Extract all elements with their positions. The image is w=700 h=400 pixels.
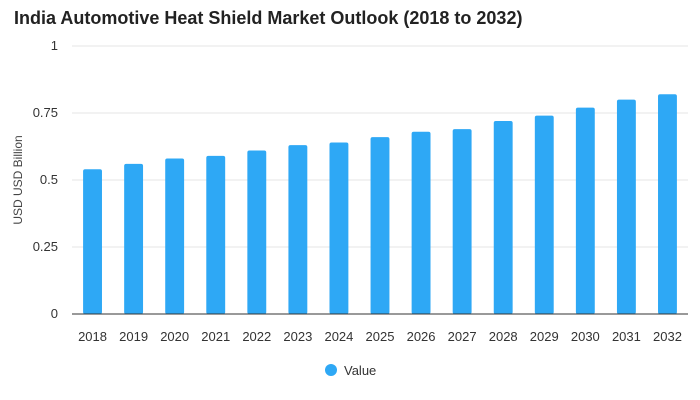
- bar[interactable]: [329, 142, 349, 314]
- y-tick-label: 0.5: [40, 172, 58, 187]
- x-tick-label: 2018: [78, 329, 107, 344]
- x-tick-label: 2022: [242, 329, 271, 344]
- bar[interactable]: [658, 94, 677, 315]
- bar[interactable]: [206, 155, 226, 314]
- bar[interactable]: [575, 107, 595, 314]
- y-tick-label: 0: [51, 306, 58, 321]
- y-axis-label: USD USD Billion: [11, 135, 25, 224]
- x-tick-label: 2029: [530, 329, 559, 344]
- bar[interactable]: [493, 121, 513, 314]
- x-tick-label: 2021: [201, 329, 230, 344]
- y-tick-label: 1: [51, 38, 58, 53]
- chart-title: India Automotive Heat Shield Market Outl…: [14, 8, 523, 28]
- x-tick-label: 2031: [612, 329, 641, 344]
- bar[interactable]: [165, 158, 185, 314]
- x-tick-label: 2020: [160, 329, 189, 344]
- y-tick-label: 0.75: [33, 105, 58, 120]
- x-tick-label: 2025: [366, 329, 395, 344]
- bar[interactable]: [288, 145, 308, 314]
- bar[interactable]: [124, 163, 144, 314]
- x-tick-label: 2032: [653, 329, 682, 344]
- tick-labels: 0 0.25 0.5 0.75 1 2018 2019 2020 2021 2022 2023 202…: [33, 38, 682, 344]
- legend-marker-icon: [325, 364, 337, 376]
- bar[interactable]: [616, 99, 636, 314]
- bar[interactable]: [534, 115, 554, 315]
- bars: [83, 94, 677, 315]
- x-tick-label: 2023: [283, 329, 312, 344]
- bar[interactable]: [370, 137, 390, 314]
- x-tick-label: 2019: [119, 329, 148, 344]
- x-tick-label: 2027: [448, 329, 477, 344]
- x-tick-label: 2024: [324, 329, 353, 344]
- bar[interactable]: [83, 169, 102, 314]
- bar[interactable]: [247, 150, 267, 314]
- bar[interactable]: [411, 131, 431, 314]
- legend[interactable]: Value: [325, 363, 376, 378]
- x-tick-label: 2028: [489, 329, 518, 344]
- x-tick-label: 2026: [407, 329, 436, 344]
- legend-label: Value: [344, 363, 376, 378]
- x-tick-label: 2030: [571, 329, 600, 344]
- y-tick-label: 0.25: [33, 239, 58, 254]
- bar[interactable]: [452, 129, 472, 314]
